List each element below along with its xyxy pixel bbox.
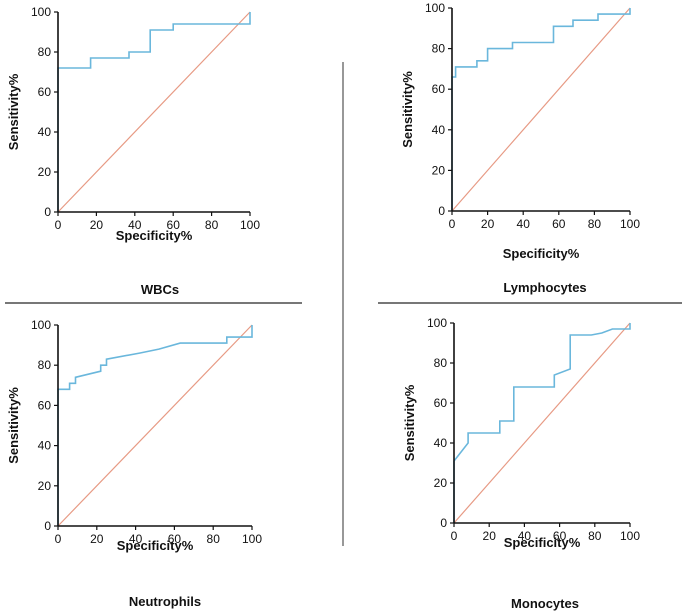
x-tick-label: 0 bbox=[449, 217, 456, 231]
y-tick-label: 20 bbox=[38, 479, 52, 493]
x-tick-label: 40 bbox=[129, 532, 143, 546]
y-tick-label: 80 bbox=[38, 45, 52, 59]
y-axis-label: Sensitivity% bbox=[6, 387, 21, 464]
y-axis-label: Sensitivity% bbox=[400, 71, 415, 148]
y-tick-label: 60 bbox=[432, 82, 446, 96]
x-tick-label: 80 bbox=[207, 532, 221, 546]
y-tick-label: 60 bbox=[38, 85, 52, 99]
y-tick-label: 80 bbox=[432, 42, 446, 56]
x-tick-label: 40 bbox=[518, 529, 532, 543]
x-tick-label: 0 bbox=[451, 529, 458, 543]
roc-curve-line bbox=[453, 323, 631, 523]
x-tick-label: 100 bbox=[242, 532, 262, 546]
x-tick-label: 20 bbox=[483, 529, 497, 543]
y-tick-label: 100 bbox=[31, 5, 51, 19]
y-tick-label: 20 bbox=[432, 163, 446, 177]
y-tick-label: 40 bbox=[38, 439, 52, 453]
x-tick-label: 20 bbox=[481, 217, 495, 231]
roc-curve-line bbox=[57, 12, 251, 212]
x-tick-label: 20 bbox=[90, 532, 104, 546]
y-tick-label: 100 bbox=[425, 1, 445, 15]
y-axis-label: Sensitivity% bbox=[402, 384, 417, 461]
roc-panel-lymphocytes: 0 20 40 60 80 100 0 20 40 60 80 100 Specificity% Sens… bbox=[400, 1, 640, 295]
x-axis-label: Specificity% bbox=[504, 535, 581, 550]
y-tick-label: 0 bbox=[438, 204, 445, 218]
x-tick-label: 0 bbox=[55, 218, 62, 232]
y-tick-label: 100 bbox=[31, 318, 51, 332]
panel-title: WBCs bbox=[141, 282, 179, 297]
y-tick-label: 80 bbox=[38, 358, 52, 372]
panel-title: Monocytes bbox=[511, 596, 579, 611]
y-tick-label: 40 bbox=[432, 123, 446, 137]
panel-title: Neutrophils bbox=[129, 594, 201, 609]
y-tick-label: 0 bbox=[440, 516, 447, 530]
x-tick-label: 60 bbox=[168, 532, 182, 546]
x-tick-label: 60 bbox=[552, 217, 566, 231]
x-tick-label: 0 bbox=[55, 532, 62, 546]
panel-title: Lymphocytes bbox=[503, 280, 586, 295]
reference-diagonal-line bbox=[453, 322, 631, 524]
y-tick-label: 60 bbox=[434, 396, 448, 410]
y-tick-label: 0 bbox=[44, 519, 51, 533]
x-tick-label: 40 bbox=[517, 217, 531, 231]
y-axis-label: Sensitivity% bbox=[6, 73, 21, 150]
x-axis-label: Specificity% bbox=[503, 246, 580, 261]
roc-panel-monocytes: 0 20 40 60 80 100 0 20 40 60 80 100 Specificity% Sens… bbox=[402, 316, 640, 611]
roc-panel-wbcs: 0 20 40 60 80 100 0 20 40 60 80 100 Specificity% Sens… bbox=[6, 5, 260, 297]
y-tick-label: 80 bbox=[434, 356, 448, 370]
roc-panel-neutrophils: 0 20 40 60 80 100 0 20 40 60 80 100 Specificity% Sens… bbox=[6, 318, 262, 609]
reference-diagonal-line bbox=[57, 11, 251, 213]
roc-curve-line bbox=[57, 325, 253, 526]
x-tick-label: 80 bbox=[588, 217, 602, 231]
reference-diagonal-line bbox=[57, 324, 253, 527]
y-tick-label: 40 bbox=[38, 125, 52, 139]
x-axis-label: Specificity% bbox=[117, 538, 194, 553]
x-tick-label: 40 bbox=[128, 218, 142, 232]
y-tick-label: 40 bbox=[434, 436, 448, 450]
y-tick-label: 100 bbox=[427, 316, 447, 330]
reference-diagonal-line bbox=[451, 7, 631, 212]
y-tick-label: 0 bbox=[44, 205, 51, 219]
y-tick-label: 20 bbox=[38, 165, 52, 179]
x-tick-label: 80 bbox=[205, 218, 219, 232]
x-tick-label: 60 bbox=[167, 218, 181, 232]
y-tick-label: 20 bbox=[434, 476, 448, 490]
x-tick-label: 100 bbox=[620, 217, 640, 231]
x-tick-label: 60 bbox=[553, 529, 567, 543]
x-axis-label: Specificity% bbox=[116, 228, 193, 243]
x-tick-label: 80 bbox=[588, 529, 602, 543]
x-tick-label: 100 bbox=[240, 218, 260, 232]
y-tick-label: 60 bbox=[38, 398, 52, 412]
x-tick-label: 20 bbox=[90, 218, 104, 232]
roc-curve-line bbox=[451, 8, 631, 211]
x-tick-label: 100 bbox=[620, 529, 640, 543]
